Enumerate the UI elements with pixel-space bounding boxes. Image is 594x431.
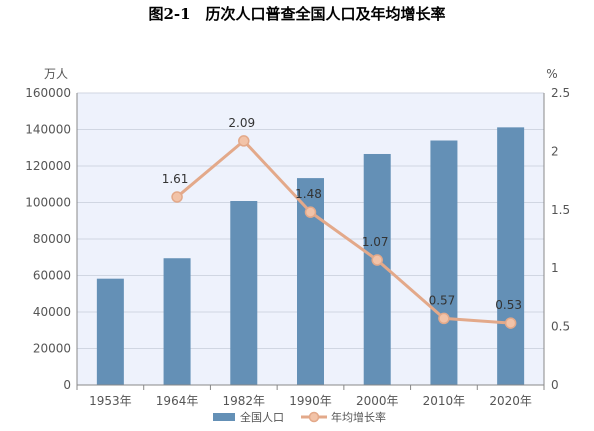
data-label-2010年: 0.57	[429, 293, 456, 307]
bar-2020年	[497, 127, 525, 385]
x-tick-label: 2020年	[489, 394, 532, 408]
left-tick-label: 140000	[25, 123, 71, 137]
x-tick-label: 1953年	[89, 394, 132, 408]
chart-title: 图2-1 历次人口普查全国人口及年均增长率	[148, 5, 446, 23]
x-tick-label: 1990年	[289, 394, 332, 408]
right-tick-label: 1	[551, 261, 559, 275]
left-tick-label: 100000	[25, 196, 71, 210]
x-tick-label: 2010年	[423, 394, 466, 408]
x-tick-label: 1982年	[223, 394, 266, 408]
data-label-1964年: 1.61	[162, 172, 189, 186]
line-point-2010年	[438, 312, 450, 325]
x-axis-ticks: 1953年 1964年 1982年 1990年 2000年 2010年 2020年	[89, 394, 532, 408]
data-label-1982年: 2.09	[228, 116, 255, 130]
legend-bar-swatch	[213, 413, 235, 421]
axes	[76, 93, 545, 390]
legend: 全国人口 年均增长率	[213, 410, 386, 424]
legend-line-label: 年均增长率	[331, 410, 386, 424]
growth-rate-line	[176, 139, 511, 325]
data-label-2020年: 0.53	[495, 298, 522, 312]
left-tick-label: 160000	[25, 86, 71, 100]
right-tick-label: 1.5	[551, 203, 570, 217]
line-point-1990年	[304, 206, 317, 218]
right-axis-unit: %	[546, 67, 557, 81]
line-series	[171, 135, 517, 329]
bar-1953年	[96, 278, 124, 385]
legend-bar-label: 全国人口	[240, 410, 284, 424]
right-tick-label: 0	[551, 378, 559, 392]
left-tick-label: 20000	[33, 342, 71, 356]
data-label-2000年: 1.07	[362, 235, 389, 249]
legend-line-marker	[308, 411, 320, 423]
left-tick-label: 40000	[33, 305, 71, 319]
line-point-1964年	[171, 191, 183, 203]
line-data-labels: 1.61 2.09 1.48 1.07 0.57 0.53	[162, 116, 522, 312]
left-tick-label: 0	[63, 378, 71, 392]
data-label-1990年: 1.48	[295, 187, 322, 201]
right-axis-ticks: 0 0.5 1 1.5 2 2.5	[551, 86, 570, 392]
right-tick-label: 2	[551, 144, 559, 158]
left-axis-unit: 万人	[44, 67, 68, 81]
line-point-1982年	[238, 135, 250, 147]
line-point-2000年	[371, 254, 383, 266]
bar-1964年	[163, 258, 191, 385]
right-tick-label: 2.5	[551, 86, 570, 100]
left-tick-label: 80000	[33, 232, 71, 246]
x-tick-label: 1964年	[156, 394, 199, 408]
line-point-2020年	[504, 317, 517, 329]
bar-2010年	[430, 140, 458, 385]
bar-1982年	[230, 201, 258, 385]
left-tick-label: 60000	[33, 269, 71, 283]
x-tick-label: 2000年	[356, 394, 399, 408]
left-axis-ticks: 0 20000 40000 60000 80000 100000 120000 140000 1…	[25, 86, 71, 392]
right-tick-label: 0.5	[551, 320, 570, 334]
left-tick-label: 120000	[25, 159, 71, 173]
